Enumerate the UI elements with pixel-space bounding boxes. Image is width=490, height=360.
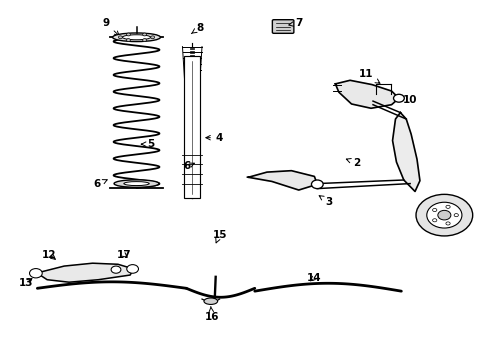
Circle shape [446,222,450,225]
Text: 4: 4 [206,133,223,143]
Ellipse shape [113,33,160,41]
Ellipse shape [204,298,218,305]
Text: 3: 3 [319,196,333,207]
Text: 10: 10 [396,95,417,105]
Circle shape [127,265,139,273]
Text: 6: 6 [94,179,107,189]
Circle shape [143,33,147,36]
Circle shape [416,194,473,236]
Text: 15: 15 [212,230,227,243]
Circle shape [126,33,130,36]
Circle shape [433,208,437,212]
Text: 16: 16 [204,306,219,322]
Circle shape [433,219,437,222]
Text: 11: 11 [359,69,380,83]
Circle shape [312,180,323,189]
Circle shape [446,205,450,208]
Polygon shape [335,80,399,108]
Ellipse shape [122,35,151,40]
Circle shape [151,36,155,39]
Circle shape [427,202,462,228]
Text: 9: 9 [102,18,119,36]
Ellipse shape [114,180,159,187]
Text: 12: 12 [42,249,57,260]
Text: 17: 17 [117,249,131,260]
Circle shape [126,39,130,41]
Text: 7: 7 [289,18,302,28]
Polygon shape [36,263,134,282]
Text: 6: 6 [184,161,194,171]
Text: 14: 14 [307,273,322,283]
Circle shape [111,266,121,273]
Circle shape [119,36,122,39]
Ellipse shape [124,181,149,185]
Circle shape [29,269,42,278]
Text: 2: 2 [346,158,360,168]
Circle shape [393,94,404,102]
Circle shape [454,213,458,217]
Polygon shape [247,171,318,190]
Bar [184,55,200,198]
Text: 13: 13 [19,278,33,288]
Circle shape [143,39,147,41]
FancyBboxPatch shape [272,20,294,33]
Polygon shape [392,113,420,192]
Text: 5: 5 [142,139,155,149]
Circle shape [438,210,451,220]
Text: 1: 1 [453,212,469,221]
Text: 8: 8 [192,23,204,33]
